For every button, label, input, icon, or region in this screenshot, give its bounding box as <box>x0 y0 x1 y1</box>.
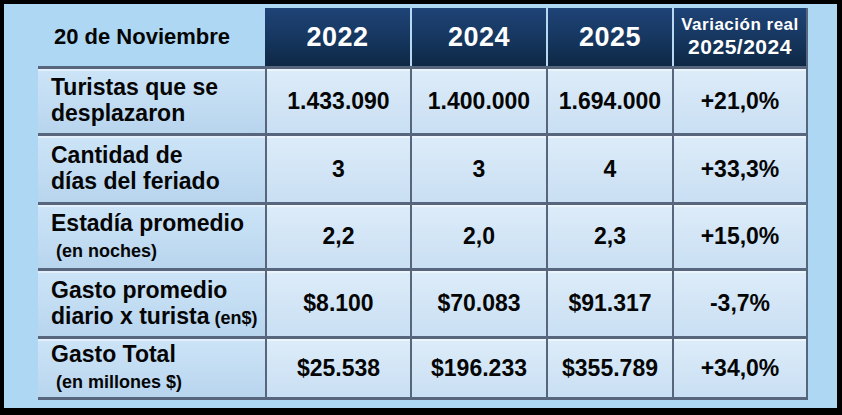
cell-gasto-promedio-variation: -3,7% <box>672 268 808 336</box>
row-label-estadia: Estadía promedio (en noches) <box>38 202 265 268</box>
row-label-line2: (en noches) <box>51 237 157 263</box>
data-table: 20 de Noviembre 2022 2024 2025 Variación… <box>38 8 808 400</box>
cell-gasto-promedio-2024: $70.083 <box>410 268 546 336</box>
cell-estadia-2022: 2,2 <box>265 202 410 268</box>
table-title: 20 de Noviembre <box>38 8 265 66</box>
row-label-line2: (en millones $) <box>51 368 182 394</box>
cell-turistas-variation: +21,0% <box>672 66 808 133</box>
tourism-table-graphic: 20 de Noviembre 2022 2024 2025 Variación… <box>0 0 842 415</box>
row-label-line1: Gasto promedio <box>51 278 227 304</box>
cell-gasto-promedio-2025: $91.317 <box>546 268 672 336</box>
cell-estadia-2025: 2,3 <box>546 202 672 268</box>
row-label-line1: Gasto Total <box>51 342 176 368</box>
cell-gasto-total-variation: +34,0% <box>672 336 808 400</box>
row-label-line1: Turistas que se <box>51 75 218 101</box>
cell-dias-2022: 3 <box>265 133 410 202</box>
row-label-turistas: Turistas que se desplazaron <box>38 66 265 133</box>
cell-gasto-promedio-2022: $8.100 <box>265 268 410 336</box>
row-label-note: (en noches) <box>56 241 157 261</box>
column-header-2024: 2024 <box>410 8 546 66</box>
variation-header-line2: 2025/2024 <box>688 35 792 59</box>
cell-turistas-2025: 1.694.000 <box>546 66 672 133</box>
cell-estadia-2024: 2,0 <box>410 202 546 268</box>
variation-header-line1: Variación real <box>681 15 799 35</box>
row-label-dias-feriado: Cantidad de días del feriado <box>38 133 265 202</box>
row-label-line2: días del feriado <box>51 169 225 195</box>
cell-turistas-2024: 1.400.000 <box>410 66 546 133</box>
cell-dias-2024: 3 <box>410 133 546 202</box>
column-header-variation: Variación real 2025/2024 <box>672 8 808 66</box>
column-header-2025: 2025 <box>546 8 672 66</box>
cell-dias-2025: 4 <box>546 133 672 202</box>
row-label-line2: diario x turista(en$) <box>51 304 258 330</box>
row-label-line1: Estadía promedio <box>51 211 244 237</box>
cell-gasto-total-2024: $196.233 <box>410 336 546 400</box>
cell-dias-variation: +33,3% <box>672 133 808 202</box>
cell-gasto-total-2022: $25.538 <box>265 336 410 400</box>
row-label-line2: desplazaron <box>51 101 190 127</box>
cell-estadia-variation: +15,0% <box>672 202 808 268</box>
cell-gasto-total-2025: $355.789 <box>546 336 672 400</box>
cell-turistas-2022: 1.433.090 <box>265 66 410 133</box>
column-header-2022: 2022 <box>265 8 410 66</box>
row-label-note: (en$) <box>214 308 257 328</box>
row-label-line1: Cantidad de <box>51 143 183 169</box>
page-background: 20 de Noviembre 2022 2024 2025 Variación… <box>4 4 837 408</box>
row-label-gasto-promedio: Gasto promedio diario x turista(en$) <box>38 268 265 336</box>
row-label-note: (en millones $) <box>56 372 182 392</box>
row-label-gasto-total: Gasto Total (en millones $) <box>38 336 265 400</box>
